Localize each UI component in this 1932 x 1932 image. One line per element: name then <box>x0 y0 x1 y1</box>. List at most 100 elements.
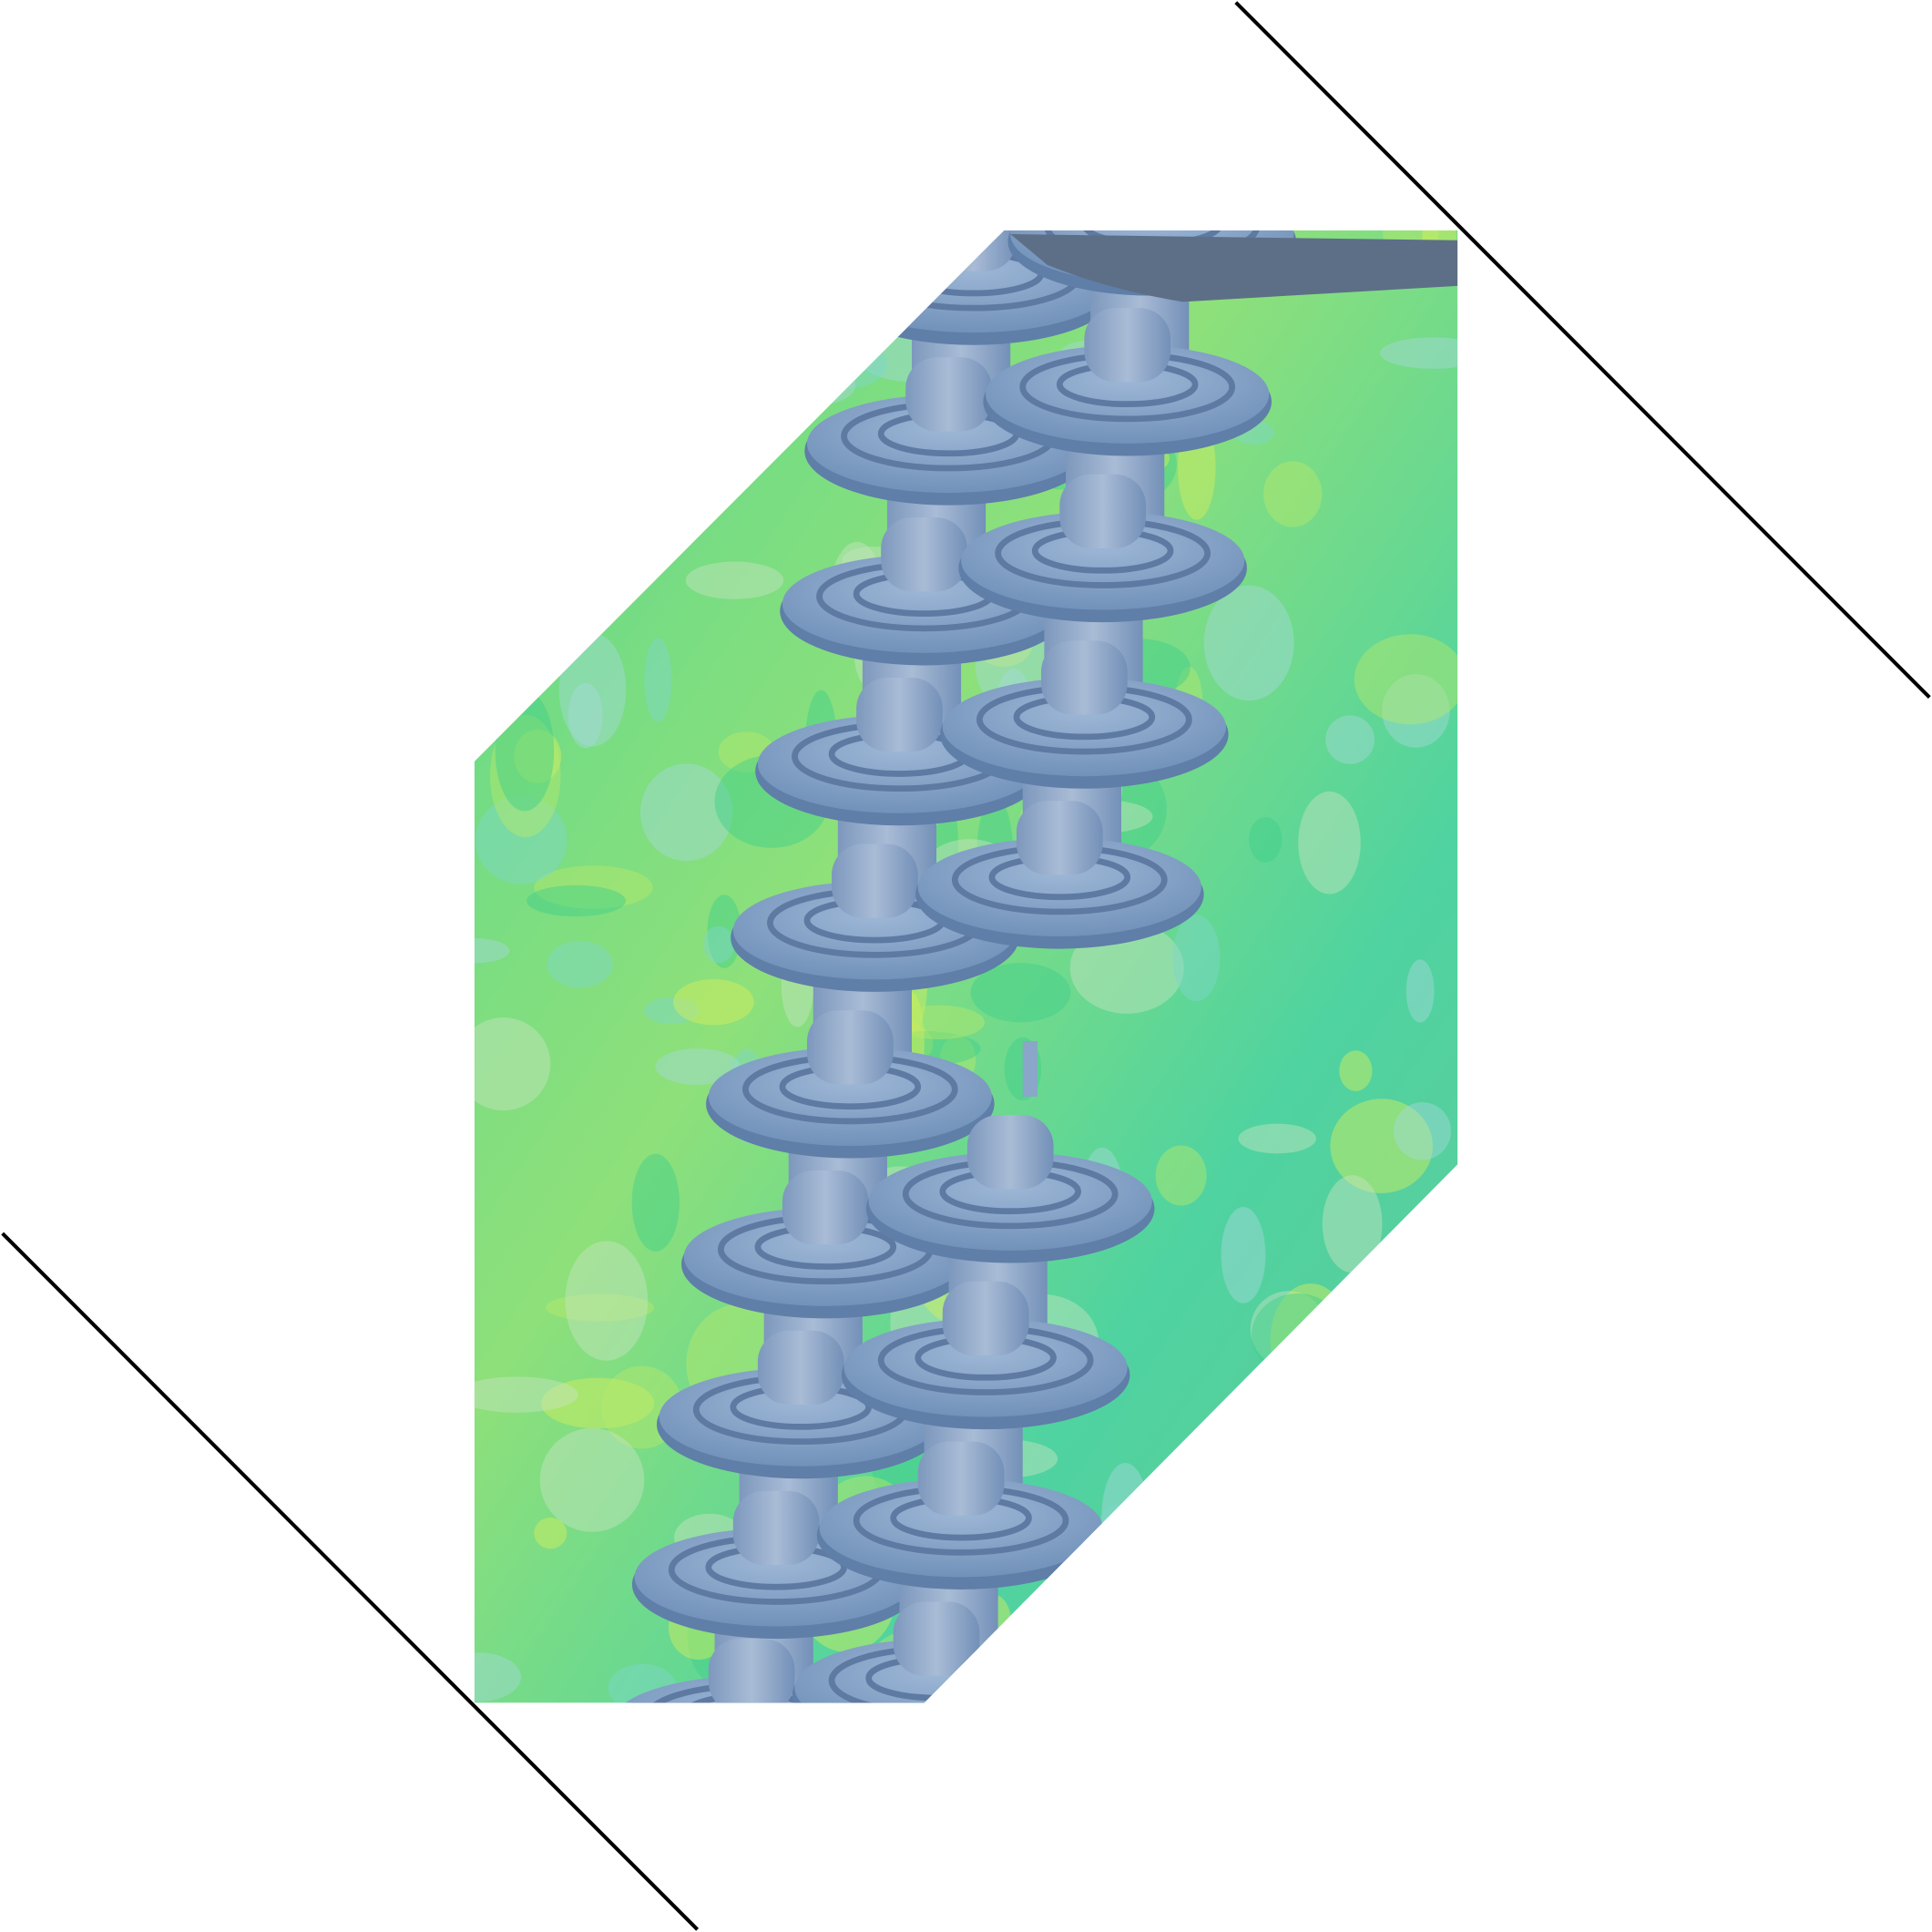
foliage-blob <box>545 1293 655 1322</box>
foliage-blob <box>574 544 643 578</box>
insulator-pin <box>893 1601 980 1676</box>
foliage-blob <box>970 963 1071 1023</box>
insulator-disc <box>942 677 1226 777</box>
insulator-disc <box>868 1151 1152 1251</box>
foliage-blob <box>595 441 647 515</box>
foliage-blob <box>1368 1387 1458 1436</box>
foliage-blob <box>744 392 782 434</box>
foliage-blob <box>762 363 856 407</box>
foliage-blob <box>685 561 784 599</box>
insulator-disc <box>986 344 1270 444</box>
foliage-blob <box>1298 791 1361 894</box>
foliage-blob <box>1147 1475 1208 1565</box>
foliage-blob <box>1241 1663 1342 1703</box>
insulator-pin <box>966 1115 1054 1190</box>
insulator-pin <box>757 1330 844 1406</box>
foliage-blob <box>1251 1293 1344 1377</box>
foliage-blob <box>558 632 627 747</box>
photo <box>474 230 1458 1703</box>
insulator-pin <box>930 230 1017 271</box>
insulator-pin <box>1059 474 1146 548</box>
foliage-blob <box>565 1241 649 1361</box>
foliage-blob <box>1325 715 1375 764</box>
foliage-blob <box>475 795 567 884</box>
foliage-blob <box>534 865 653 909</box>
foliage-blob <box>474 1376 578 1413</box>
diagonal-line <box>1234 1 1931 700</box>
foliage-blob <box>1221 1206 1266 1303</box>
foliage-blob <box>489 714 561 838</box>
foliage-blob <box>707 894 741 968</box>
foliage-blob <box>639 763 733 862</box>
foliage-blob <box>539 1427 645 1532</box>
foliage-blob <box>493 571 567 649</box>
foliage-blob <box>1263 461 1323 527</box>
foliage-blob <box>567 682 603 749</box>
foliage-blob <box>1379 337 1458 369</box>
foliage-blob <box>1238 1123 1316 1154</box>
foliage-blob <box>643 997 700 1025</box>
insulator-pin <box>1016 801 1103 875</box>
foliage-blob <box>1338 1458 1437 1547</box>
foliage-blob <box>517 525 622 564</box>
insulator-pin <box>782 1170 869 1245</box>
foliage-blob <box>1203 585 1294 701</box>
insulator-disc <box>708 1047 992 1146</box>
bracket <box>1010 234 1458 302</box>
insulator-disc <box>819 1478 1103 1578</box>
insulator-pin <box>881 517 967 592</box>
foliage-blob <box>967 1641 1056 1703</box>
foliage-blob <box>1382 674 1450 748</box>
foliage-blob <box>1172 915 1221 1002</box>
insulator-pin <box>807 1010 894 1085</box>
foliage-blob <box>585 230 693 297</box>
insulator-pin <box>905 357 992 432</box>
foliage-blob <box>541 1377 655 1429</box>
foliage-blob <box>631 1153 680 1252</box>
insulator-disc <box>843 1318 1128 1417</box>
insulator-pin <box>856 677 943 752</box>
foliage-blob <box>1339 1050 1373 1091</box>
foliage-blob <box>526 427 561 511</box>
foliage-blob <box>1412 1669 1458 1701</box>
foliage-blob <box>535 414 575 472</box>
foliage-blob <box>1393 1102 1452 1160</box>
foliage-blob <box>784 230 816 321</box>
foliage-blob <box>1155 1145 1207 1206</box>
foliage-blob <box>534 1517 567 1549</box>
foliage-blob <box>474 1017 551 1111</box>
foliage-blob <box>1317 1573 1380 1692</box>
foliage-blob <box>526 884 626 917</box>
insulator-pin <box>708 1639 795 1703</box>
diagonal-line <box>1 1232 700 1931</box>
foliage-blob <box>1099 1503 1146 1543</box>
foliage-blob <box>495 690 555 812</box>
insulator-link <box>1022 1041 1038 1097</box>
foliage-blob <box>1406 959 1435 1023</box>
foliage-blob <box>474 672 537 704</box>
insulator-disc <box>917 837 1201 937</box>
foliage-blob <box>1354 634 1458 725</box>
foliage-blob <box>547 941 613 988</box>
foliage-blob <box>474 412 546 506</box>
foliage-blob <box>1330 1099 1433 1193</box>
insulator-pin <box>917 1441 1005 1516</box>
insulator-pin <box>1084 308 1171 383</box>
foliage-blob <box>589 244 707 365</box>
insulator-disc <box>961 511 1245 610</box>
foliage-blob <box>673 978 754 1026</box>
foliage-blob <box>1270 1603 1335 1678</box>
foliage-blob <box>893 1005 986 1040</box>
foliage-blob <box>811 340 887 389</box>
foliage-blob <box>655 1048 741 1085</box>
insulator-pin <box>1041 640 1128 715</box>
foliage-blob <box>644 638 672 722</box>
foliage-blob <box>702 925 735 964</box>
foliage-blob <box>1322 1175 1383 1273</box>
foliage-blob <box>474 1652 522 1702</box>
insulator-pin <box>732 1490 820 1565</box>
insulator-pin <box>832 843 918 918</box>
insulator-pin <box>942 1281 1029 1355</box>
